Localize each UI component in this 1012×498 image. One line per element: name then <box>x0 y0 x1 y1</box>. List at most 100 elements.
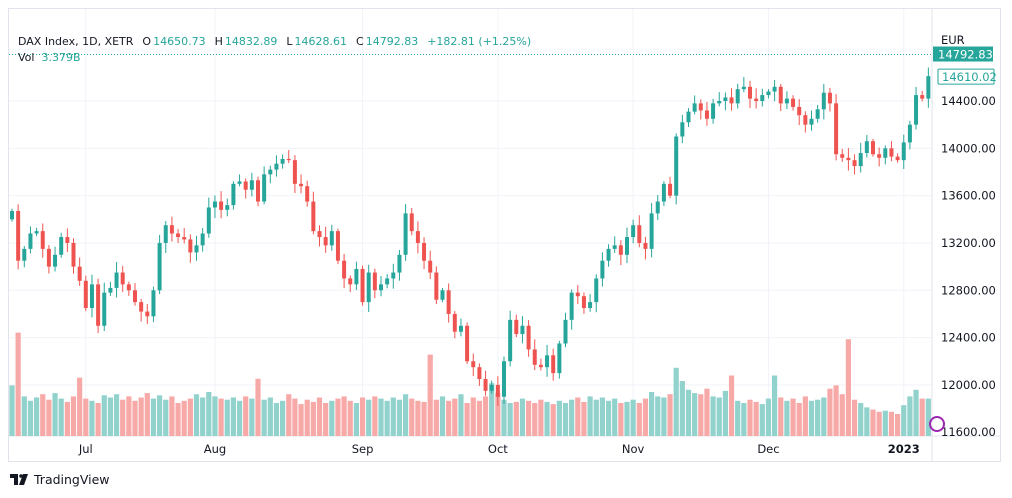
candle-body <box>262 174 267 202</box>
volume-bar <box>267 397 273 436</box>
candle-body <box>914 95 919 125</box>
close-value: 14792.83 <box>365 35 419 48</box>
candle-body <box>145 311 150 317</box>
volume-bar <box>630 399 636 436</box>
candle-body <box>422 242 427 261</box>
candle-body <box>920 95 925 99</box>
volume-bar <box>292 398 298 436</box>
volume-bar <box>796 403 802 436</box>
candle-body <box>299 183 304 187</box>
volume-bar <box>347 400 353 436</box>
volume-bar <box>716 397 722 436</box>
brand-name: TradingView <box>34 472 110 487</box>
volume-bar <box>587 396 593 436</box>
candle-body <box>157 242 162 291</box>
volume-bar <box>556 400 562 436</box>
candle-body <box>514 319 519 335</box>
candle-body <box>182 237 187 240</box>
price-tick-label: 12000.00 <box>941 378 996 392</box>
volume-bar <box>157 395 163 436</box>
volume-bar <box>599 397 605 436</box>
volume-bar <box>526 400 532 436</box>
candle-body <box>778 86 783 104</box>
candle-body <box>575 292 580 297</box>
candle-body <box>748 86 752 99</box>
candle-body <box>348 278 353 285</box>
candle-body <box>77 266 82 281</box>
volume-bar <box>593 399 599 436</box>
volume-bar <box>562 403 569 436</box>
candle-body <box>551 355 556 374</box>
volume-bar <box>378 398 384 436</box>
volume-bar <box>882 410 888 436</box>
low-label: L <box>286 35 293 48</box>
candle-body <box>594 278 599 303</box>
volume-bar <box>833 385 839 436</box>
volume-bar <box>34 397 40 436</box>
time-tick-label: 2023 <box>888 442 920 456</box>
candle-body <box>391 272 396 279</box>
candle-body <box>65 237 70 243</box>
event-marker-icon[interactable] <box>929 416 945 432</box>
volume-bar <box>476 400 482 436</box>
marker-price-tag-text: 14610.02 <box>942 70 997 84</box>
candle-body <box>471 361 476 368</box>
volume-bar <box>415 400 421 436</box>
candle-body <box>10 211 14 220</box>
volume-bar <box>101 395 107 436</box>
volume-bar <box>821 397 827 436</box>
candle-body <box>163 225 168 243</box>
candle-body <box>397 254 402 273</box>
candle-body <box>618 245 623 255</box>
candle-body <box>372 272 377 291</box>
time-tick-label: Jul <box>78 442 93 456</box>
symbol-name[interactable]: DAX Index, 1D, XETR <box>18 35 134 48</box>
candle-body <box>907 124 912 143</box>
candle-body <box>428 260 433 273</box>
candle-body <box>335 231 340 261</box>
price-tick-label: 14000.00 <box>941 141 996 155</box>
tradingview-logo-icon <box>10 473 28 485</box>
volume-bar <box>52 393 58 436</box>
volume-bar <box>249 398 255 436</box>
volume-bar <box>206 392 212 436</box>
volume-bar <box>735 400 741 436</box>
last-price-tag <box>933 46 993 62</box>
volume-bar <box>144 393 150 436</box>
volume-bar <box>452 398 458 436</box>
candle-body <box>354 268 359 285</box>
volume-bar <box>335 398 341 436</box>
volume-bar <box>784 400 790 436</box>
candle-body <box>249 180 254 190</box>
candle-body <box>280 158 285 164</box>
volume-bar <box>464 403 470 436</box>
volume-bar <box>661 397 667 436</box>
candle-body <box>520 325 525 335</box>
volume-bar <box>304 399 310 436</box>
candle-body <box>231 183 236 206</box>
volume-bar <box>107 397 113 436</box>
open-value: 14650.73 <box>153 35 206 48</box>
tradingview-logo[interactable]: TradingView <box>10 472 110 487</box>
volume-bar <box>9 385 15 436</box>
candle-body <box>754 98 759 101</box>
candle-body <box>502 361 506 397</box>
candle-body <box>452 313 457 332</box>
high-value: 14832.89 <box>224 35 278 48</box>
volume-bar <box>359 397 366 436</box>
volume-bar <box>895 414 901 436</box>
volume-bar <box>870 409 876 436</box>
volume-bar <box>692 393 698 436</box>
time-tick-label: Oct <box>488 442 508 456</box>
open-label: O <box>142 35 152 48</box>
candle-body <box>631 225 636 238</box>
candle-body <box>120 272 125 285</box>
candle-body <box>600 260 605 279</box>
volume-bar <box>722 390 728 436</box>
candle-body <box>126 284 131 291</box>
candle-body <box>741 86 746 90</box>
volume-bar <box>888 411 895 436</box>
volume-bar <box>236 400 243 436</box>
volume-bar <box>280 400 286 436</box>
